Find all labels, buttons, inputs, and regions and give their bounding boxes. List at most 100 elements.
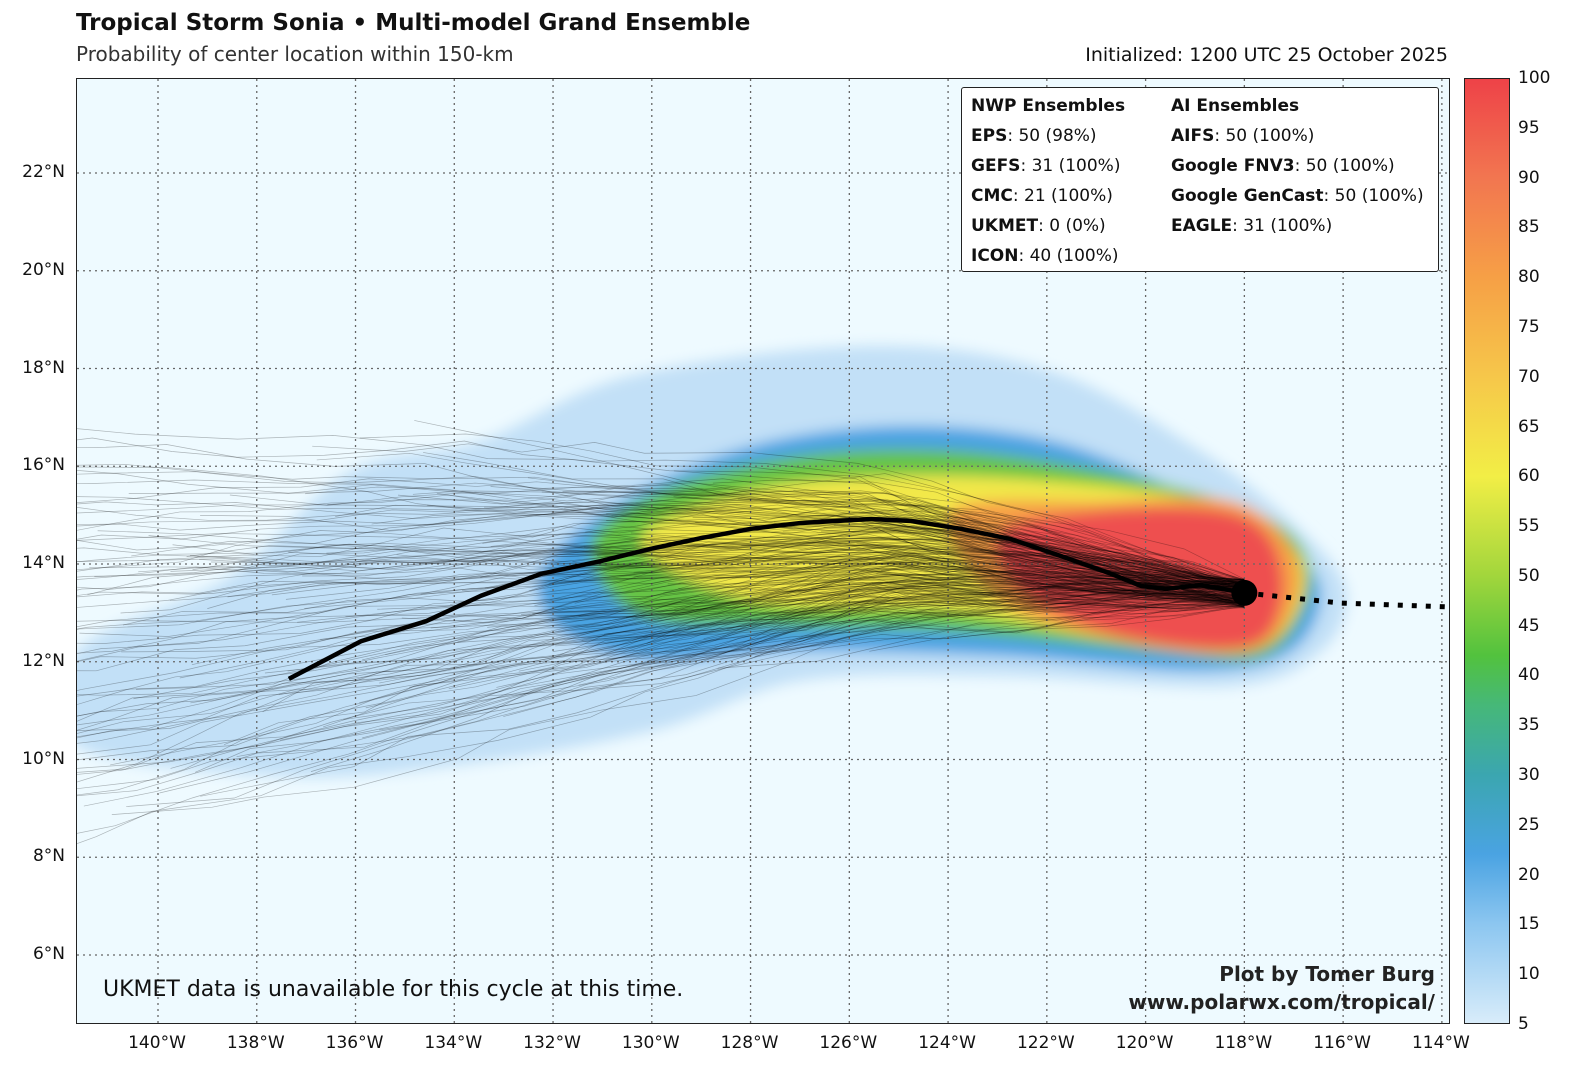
ensemble-track bbox=[611, 515, 1245, 592]
ensemble-track bbox=[77, 437, 1245, 591]
ensemble-track bbox=[77, 543, 1245, 630]
ensemble-track bbox=[344, 537, 1245, 591]
ensemble-track bbox=[878, 602, 1245, 632]
ensemble-track bbox=[77, 594, 1245, 739]
model-name: UKMET bbox=[971, 216, 1039, 236]
ensemble-track bbox=[77, 594, 1245, 769]
ensemble-track bbox=[858, 574, 1245, 600]
ensemble-track bbox=[199, 530, 1245, 591]
ensemble-track bbox=[110, 583, 1245, 766]
ensemble-track bbox=[77, 501, 1245, 594]
ensemble-track bbox=[606, 567, 1245, 660]
ensemble-track bbox=[77, 551, 1245, 594]
legend-entry: Google FNV3: 50 (100%) bbox=[1171, 154, 1424, 184]
ensemble-track bbox=[77, 542, 1245, 593]
ensemble-track bbox=[737, 498, 1245, 588]
ensemble-track bbox=[77, 586, 1245, 738]
legend-entry: ICON: 40 (100%) bbox=[971, 244, 1125, 274]
ensemble-track bbox=[159, 583, 1245, 794]
model-name: AIFS bbox=[1171, 126, 1215, 146]
ensemble-track bbox=[379, 606, 1245, 731]
ensemble-track bbox=[210, 540, 1245, 606]
ensemble-track bbox=[671, 497, 1245, 608]
ensemble-track bbox=[529, 563, 1245, 593]
ensemble-track bbox=[626, 581, 1245, 618]
model-count: : 31 (100%) bbox=[1232, 216, 1333, 236]
ensemble-track bbox=[786, 567, 1245, 595]
model-name: Google FNV3 bbox=[1171, 156, 1295, 176]
colorbar-tick-label: 20 bbox=[1518, 864, 1540, 885]
ensemble-track bbox=[172, 538, 1245, 600]
ensemble-track bbox=[876, 573, 1245, 584]
ensemble-track bbox=[77, 428, 1245, 598]
colorbar-tick-label: 40 bbox=[1518, 665, 1540, 686]
ensemble-track bbox=[687, 537, 1245, 581]
ensemble-track bbox=[881, 564, 1245, 582]
ensemble-track bbox=[496, 588, 1245, 688]
lon-tick-label: 136°W bbox=[325, 1033, 384, 1053]
colorbar-tick-label: 95 bbox=[1518, 117, 1540, 138]
ensemble-track bbox=[412, 490, 1245, 590]
colorbar-tick-label: 65 bbox=[1518, 416, 1540, 437]
lon-tick-label: 132°W bbox=[523, 1033, 581, 1053]
ensemble-track bbox=[365, 604, 1245, 709]
map-canvas bbox=[77, 79, 1449, 1023]
current-position-marker bbox=[1231, 579, 1258, 606]
ensemble-track bbox=[77, 586, 1245, 696]
ensemble-track bbox=[77, 463, 1245, 608]
ensemble-track bbox=[77, 507, 1245, 587]
ensemble-track bbox=[359, 433, 1245, 598]
ensemble-track bbox=[279, 579, 1245, 741]
ensemble-track bbox=[77, 498, 1245, 585]
ensemble-track bbox=[562, 487, 1245, 580]
ensemble-track bbox=[135, 574, 1245, 690]
colorbar-tick-label: 25 bbox=[1518, 814, 1540, 835]
ensemble-track bbox=[784, 584, 1245, 604]
ensemble-track bbox=[179, 591, 1245, 679]
ensemble-track bbox=[572, 531, 1245, 592]
colorbar-tick-label: 10 bbox=[1518, 964, 1540, 985]
ensemble-track bbox=[97, 520, 1245, 585]
ensemble-track bbox=[645, 560, 1245, 626]
ensemble-track bbox=[77, 606, 1245, 834]
legend-entry: GEFS: 31 (100%) bbox=[971, 154, 1125, 184]
ensemble-track bbox=[667, 578, 1245, 608]
ensemble-track bbox=[335, 499, 1245, 591]
ensemble-track bbox=[752, 561, 1245, 599]
ensemble-track bbox=[77, 534, 1245, 605]
colorbar-tick-label: 5 bbox=[1518, 1014, 1529, 1034]
ensemble-track bbox=[191, 573, 1245, 666]
ensemble-track bbox=[842, 594, 1245, 608]
ensemble-track bbox=[753, 603, 1245, 652]
ensemble-track bbox=[427, 504, 1245, 585]
legend-entry: UKMET: 0 (0%) bbox=[971, 214, 1125, 244]
colorbar-tick-label: 85 bbox=[1518, 217, 1540, 238]
ensemble-track bbox=[77, 496, 1245, 594]
ensemble-track bbox=[310, 583, 1245, 772]
ensemble-track bbox=[663, 563, 1245, 604]
model-name: CMC bbox=[971, 186, 1013, 206]
ensemble-track bbox=[77, 522, 1245, 580]
ensemble-track bbox=[229, 491, 1245, 591]
ensemble-track bbox=[170, 538, 1245, 590]
ensemble-track bbox=[647, 587, 1245, 662]
lon-tick-label: 124°W bbox=[918, 1033, 976, 1053]
ensemble-track bbox=[207, 541, 1245, 609]
ensemble-track bbox=[304, 555, 1245, 609]
ensemble-track bbox=[597, 545, 1245, 585]
ensemble-track bbox=[564, 500, 1245, 589]
ensemble-track bbox=[681, 560, 1245, 601]
ensemble-track bbox=[120, 555, 1245, 614]
credit: Plot by Tomer Burg www.polarwx.com/tropi… bbox=[1128, 960, 1435, 1016]
ensemble-track bbox=[856, 542, 1245, 591]
legend-entry: EAGLE: 31 (100%) bbox=[1171, 214, 1424, 244]
ensemble-track bbox=[83, 599, 1245, 807]
ensemble-track bbox=[490, 524, 1245, 594]
ensemble-track bbox=[574, 568, 1245, 604]
ensemble-track bbox=[673, 470, 1245, 593]
model-count: : 21 (100%) bbox=[1012, 186, 1113, 206]
ensemble-track bbox=[773, 576, 1245, 619]
ensemble-track bbox=[77, 479, 1245, 584]
ai-heading: AI Ensembles bbox=[1171, 96, 1300, 116]
ukmet-note: UKMET data is unavailable for this cycle… bbox=[103, 977, 684, 1002]
